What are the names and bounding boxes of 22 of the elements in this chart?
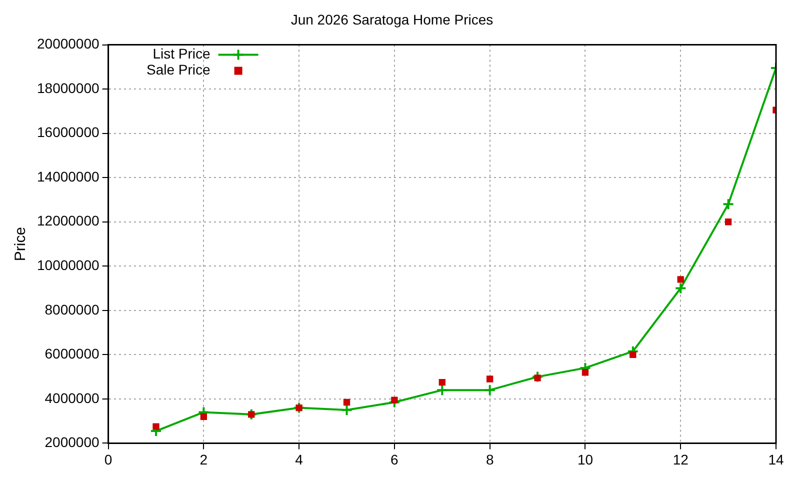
y-tick-label: 8000000 — [44, 301, 100, 318]
x-tick-label: 0 — [104, 451, 112, 468]
y-tick-label: 20000000 — [36, 36, 100, 52]
chart-title: Jun 2026 Saratoga Home Prices — [290, 11, 494, 28]
y-tick-label: 4000000 — [44, 390, 100, 406]
legend-label: Sale Price — [146, 62, 210, 78]
x-tick-label: 14 — [768, 451, 784, 468]
x-tick-label: 6 — [390, 451, 399, 468]
y-tick-label: 6000000 — [44, 346, 100, 362]
y-tick-label: 10000000 — [36, 256, 100, 273]
y-tick-label: 12000000 — [36, 212, 100, 229]
legend-label: List Price — [152, 46, 210, 62]
y-tick-label: 16000000 — [36, 124, 100, 140]
y-tick-label: 18000000 — [36, 80, 100, 96]
y-tick-label: 2000000 — [44, 434, 100, 450]
x-tick-label: 2 — [200, 451, 208, 468]
y-tick-label: 14000000 — [36, 168, 100, 184]
y-axis-title: Price — [12, 226, 30, 262]
x-tick-label: 4 — [295, 451, 304, 468]
x-tick-label: 12 — [672, 451, 689, 468]
x-tick-label: 8 — [486, 451, 494, 468]
x-tick-label: 10 — [577, 451, 594, 468]
